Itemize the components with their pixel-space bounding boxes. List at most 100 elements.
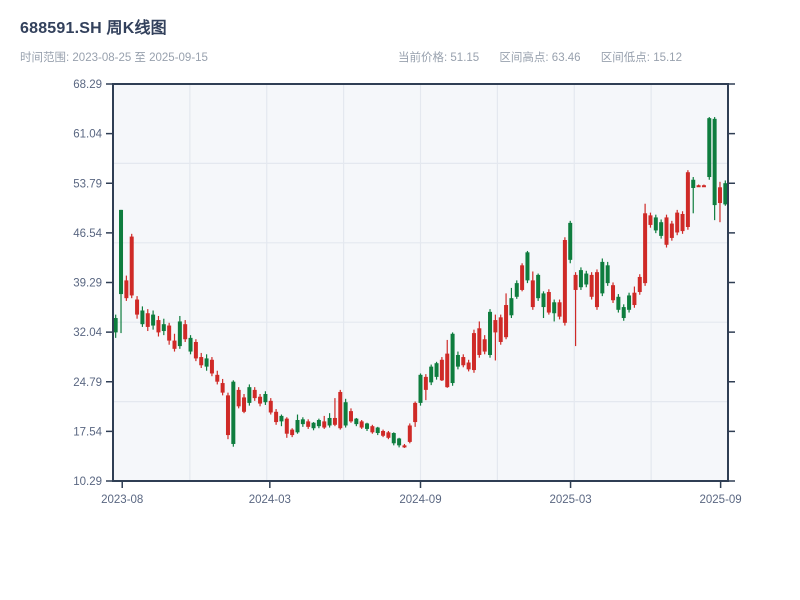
y-tick-label: 17.54	[73, 426, 102, 438]
candle-body	[370, 426, 375, 433]
candle-body	[295, 420, 300, 433]
candle-body	[653, 217, 658, 231]
candle-body	[263, 394, 268, 403]
candle-body	[659, 222, 664, 236]
candle-body	[177, 321, 182, 347]
candle-body	[643, 213, 648, 284]
candle-body	[316, 420, 321, 427]
candle-body	[204, 358, 209, 367]
candle-body	[423, 376, 428, 390]
candle-body	[236, 389, 241, 407]
candle-body	[611, 285, 616, 301]
candle-body	[584, 273, 589, 285]
x-tick-label: 2024-03	[249, 494, 291, 506]
candle-body	[193, 341, 198, 359]
candle-body	[402, 445, 407, 448]
candle-body	[156, 320, 161, 333]
candle-body	[691, 179, 696, 188]
candle-body	[242, 397, 247, 412]
candle-body	[407, 425, 412, 442]
candle-body	[520, 265, 525, 290]
candle-body	[258, 396, 263, 404]
candle-body	[712, 118, 717, 206]
candle-body	[375, 427, 380, 434]
range-high-value: 63.46	[551, 52, 581, 64]
candle-body	[466, 362, 471, 370]
candle-body	[594, 272, 599, 308]
candle-body	[113, 318, 118, 333]
candle-body	[696, 185, 701, 188]
candle-body	[536, 274, 541, 299]
candle-body	[167, 325, 172, 341]
candle-body	[648, 215, 653, 225]
candle-body	[498, 317, 503, 342]
range-high-label: 区间高点:	[499, 52, 549, 64]
candle-body	[172, 340, 177, 349]
candle-body	[386, 432, 391, 438]
candle-body	[557, 302, 562, 317]
candle-body	[605, 265, 610, 284]
candle-body	[151, 314, 156, 326]
y-tick-label: 10.29	[73, 476, 102, 488]
candle-body	[365, 423, 370, 429]
candle-body	[381, 430, 386, 436]
candle-body	[359, 421, 364, 428]
candle-body	[723, 183, 728, 205]
candle-body	[445, 353, 450, 388]
candle-body	[589, 274, 594, 297]
candle-body	[514, 283, 519, 297]
candle-body	[124, 280, 129, 299]
candle-body	[509, 298, 514, 316]
candle-body	[621, 307, 626, 319]
candle-body	[343, 402, 348, 426]
y-tick-label: 61.04	[73, 129, 102, 141]
candle-body	[504, 305, 509, 338]
candle-body	[306, 421, 311, 427]
candle-body	[493, 320, 498, 333]
candle-body	[664, 217, 669, 245]
candle-body	[578, 270, 583, 288]
candle-body	[135, 299, 140, 315]
candle-body	[637, 276, 642, 293]
time-range: 时间范围: 2023-08-25 至 2025-09-15	[20, 49, 208, 65]
range-low-stat: 区间低点: 15.12	[601, 52, 682, 64]
candle-body	[338, 391, 343, 429]
x-tick-label: 2024-09	[399, 494, 441, 506]
candle-body	[354, 418, 359, 425]
page-title: 688591.SH 周K线图	[20, 20, 167, 37]
x-tick-label: 2025-03	[549, 494, 591, 506]
candle-body	[311, 422, 316, 429]
candle-body	[348, 411, 353, 422]
candle-body	[279, 415, 284, 422]
y-tick-label: 68.29	[73, 79, 102, 91]
range-high-stat: 区间高点: 63.46	[499, 52, 580, 64]
candle-body	[290, 429, 295, 436]
candle-body	[707, 118, 712, 178]
candle-body	[397, 438, 402, 446]
y-tick-label: 32.04	[73, 327, 102, 339]
current-price-label: 当前价格:	[398, 52, 448, 64]
candle-body	[332, 417, 337, 425]
candle-body	[701, 185, 706, 188]
candle-body	[461, 357, 466, 366]
candle-body	[183, 324, 188, 340]
candle-body	[300, 419, 305, 425]
x-tick-label: 2023-08	[101, 494, 143, 506]
candle-body	[268, 400, 273, 413]
current-price-value: 51.15	[450, 52, 480, 64]
y-tick-label: 46.54	[73, 228, 102, 240]
candle-body	[530, 280, 535, 308]
candle-body	[675, 212, 680, 233]
candle-body	[209, 359, 214, 374]
candle-body	[546, 292, 551, 313]
candle-body	[220, 383, 225, 393]
candle-body	[391, 433, 396, 444]
candle-body	[488, 311, 493, 355]
candle-body	[717, 187, 722, 204]
candle-body	[471, 333, 476, 371]
candle-body	[429, 366, 434, 383]
candle-body	[119, 209, 124, 295]
candle-body	[140, 310, 145, 325]
